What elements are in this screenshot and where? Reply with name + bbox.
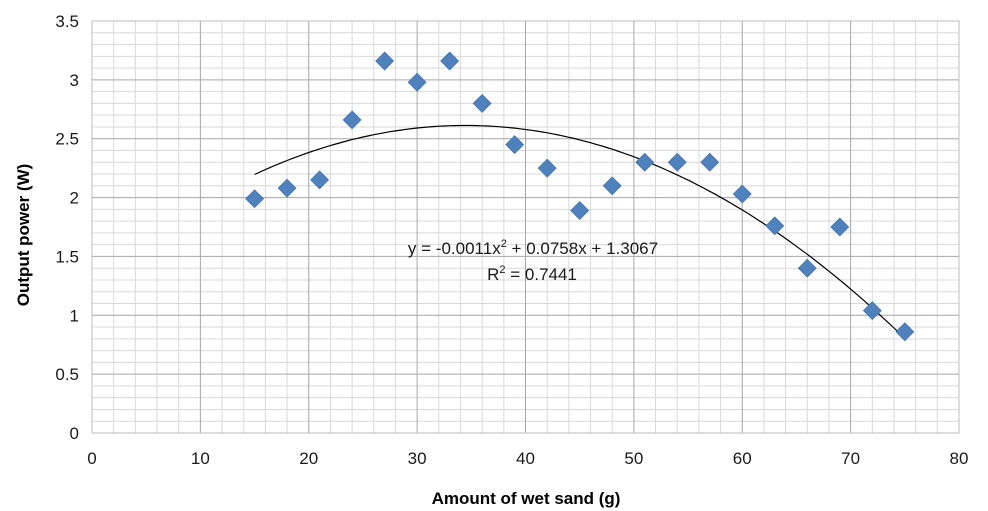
y-tick-label: 0.5 bbox=[55, 365, 79, 384]
data-point bbox=[375, 51, 395, 71]
data-point bbox=[472, 93, 492, 113]
data-point bbox=[862, 301, 882, 321]
x-tick-label: 70 bbox=[841, 449, 860, 468]
data-point bbox=[700, 152, 720, 172]
data-point bbox=[667, 152, 687, 172]
y-tick-label: 2 bbox=[70, 189, 79, 208]
data-point bbox=[537, 158, 557, 178]
data-point bbox=[277, 178, 297, 198]
x-tick-label: 50 bbox=[624, 449, 643, 468]
r-squared-label: R2 = 0.7441 bbox=[487, 264, 577, 284]
y-tick-label: 2.5 bbox=[55, 130, 79, 149]
x-tick-label: 80 bbox=[950, 449, 969, 468]
x-tick-label: 0 bbox=[87, 449, 96, 468]
data-point bbox=[635, 152, 655, 172]
data-point bbox=[440, 51, 460, 71]
data-point bbox=[895, 322, 915, 342]
x-tick-label: 20 bbox=[299, 449, 318, 468]
data-point bbox=[732, 184, 752, 204]
data-point bbox=[245, 189, 264, 209]
x-tick-label: 10 bbox=[191, 449, 210, 468]
data-point bbox=[407, 72, 427, 92]
x-tick-label: 30 bbox=[408, 449, 427, 468]
data-point bbox=[310, 170, 330, 190]
x-tick-label: 60 bbox=[733, 449, 752, 468]
y-tick-label: 3 bbox=[70, 71, 79, 90]
trendline bbox=[254, 124, 906, 339]
data-point bbox=[830, 217, 850, 237]
x-tick-label: 40 bbox=[516, 449, 535, 468]
y-axis-ticks: 0 0.5 1 1.5 2 2.5 3 3.5 bbox=[55, 12, 79, 443]
x-axis-ticks: 0 10 20 30 40 50 60 70 80 bbox=[87, 449, 968, 468]
y-tick-label: 0 bbox=[70, 424, 79, 443]
y-tick-label: 1 bbox=[70, 306, 79, 325]
data-point bbox=[765, 216, 785, 236]
trendline-equation: y = -0.0011x2 + 0.0758x + 1.3067 bbox=[408, 238, 658, 258]
y-tick-label: 1.5 bbox=[55, 247, 79, 266]
data-point bbox=[570, 201, 590, 220]
plot-area-border bbox=[91, 20, 960, 434]
y-axis-title: Output power (W) bbox=[14, 164, 33, 307]
data-point bbox=[602, 176, 622, 196]
y-tick-label: 3.5 bbox=[55, 12, 79, 31]
data-point bbox=[505, 135, 525, 155]
x-axis-title: Amount of wet sand (g) bbox=[432, 489, 621, 508]
data-point bbox=[797, 258, 817, 278]
data-point bbox=[342, 110, 362, 130]
data-points bbox=[245, 51, 915, 342]
